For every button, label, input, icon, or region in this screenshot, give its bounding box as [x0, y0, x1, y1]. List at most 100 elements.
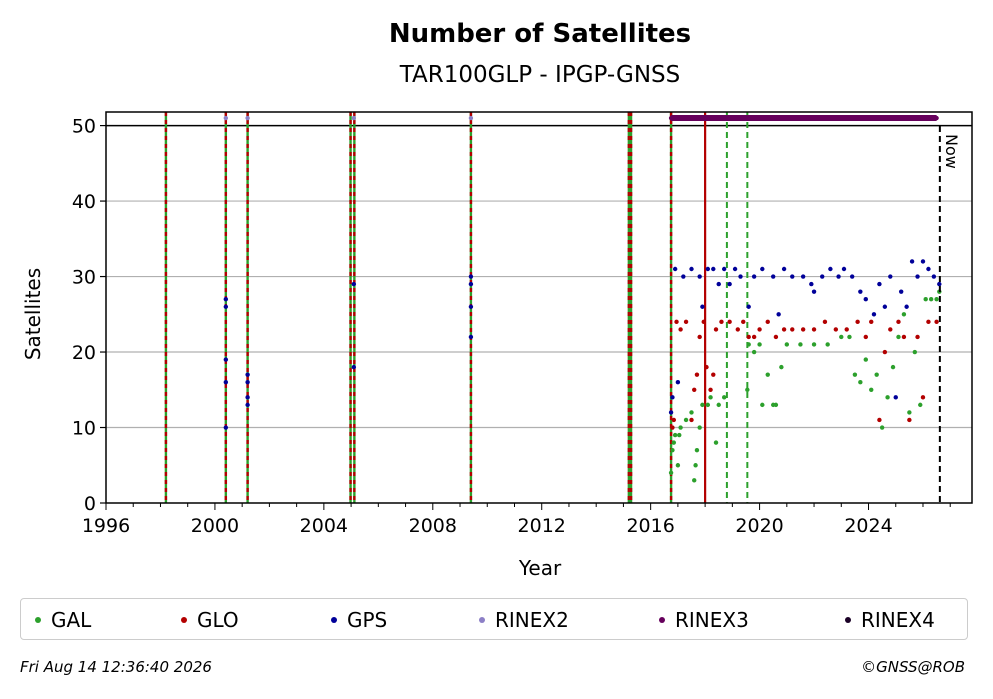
- glo-marker-icon: [181, 616, 187, 623]
- rinex3-point: [784, 115, 790, 121]
- gal-point: [671, 440, 677, 445]
- glo-point: [697, 334, 702, 340]
- gal-point: [847, 334, 852, 340]
- glo-point: [822, 319, 828, 325]
- glo-point: [683, 319, 689, 325]
- gal-point: [863, 357, 868, 362]
- gps-point: [898, 289, 904, 294]
- gal-point: [677, 432, 682, 438]
- glo-point: [869, 319, 874, 325]
- rinex2-point: [223, 115, 229, 121]
- gal-point: [721, 395, 727, 400]
- gal-point: [689, 410, 694, 415]
- gps-point: [245, 402, 250, 408]
- gal-point: [693, 463, 698, 468]
- rinex3-marker-icon: [659, 616, 665, 623]
- gps-point: [904, 304, 909, 309]
- gal-point: [885, 395, 890, 400]
- gal-point: [874, 372, 879, 377]
- rinex4-marker-icon: [845, 616, 851, 623]
- gps-point: [828, 266, 833, 272]
- glo-point: [888, 327, 893, 332]
- legend-label: GPS: [347, 608, 388, 632]
- gal-point: [928, 296, 934, 302]
- rinex2-point: [245, 115, 250, 121]
- gal-point: [918, 402, 923, 408]
- gps-point: [223, 296, 229, 302]
- rinex3-point: [811, 115, 817, 121]
- rinex3-point: [668, 115, 674, 121]
- gps-point: [700, 304, 705, 309]
- x-tick-label: 2012: [518, 515, 566, 537]
- glo-point: [678, 327, 683, 332]
- gps-point: [705, 266, 711, 272]
- y-tick-label: 40: [72, 191, 96, 213]
- x-tick-label: 2024: [844, 515, 892, 537]
- gps-point: [670, 395, 675, 400]
- glo-point: [915, 334, 920, 340]
- rinex2-point: [351, 115, 357, 121]
- gps-point: [888, 274, 893, 279]
- legend-item-gps: GPS: [331, 608, 387, 632]
- gps-point: [672, 266, 678, 272]
- glo-point: [773, 334, 779, 340]
- glo-point: [833, 327, 839, 332]
- glo-point: [719, 319, 724, 325]
- rinex2-marker-icon: [479, 616, 485, 623]
- y-tick-label: 0: [84, 493, 96, 515]
- glo-point: [671, 417, 677, 423]
- legend: GAL GLO GPS RINEX2 RINEX3 RINEX4: [20, 598, 968, 640]
- y-axis-label: Satellites: [21, 268, 45, 360]
- glo-point: [727, 319, 732, 325]
- gal-point: [852, 372, 858, 377]
- gps-point: [245, 380, 250, 385]
- rinex3-point: [798, 115, 803, 121]
- glo-point: [670, 425, 675, 430]
- gal-point: [784, 342, 790, 347]
- gal-point: [879, 425, 885, 430]
- gal-point: [746, 342, 751, 347]
- glo-point: [701, 319, 706, 325]
- timestamp: Fri Aug 14 12:36:40 2026: [20, 658, 212, 676]
- gal-point: [901, 312, 907, 317]
- gal-point: [675, 463, 681, 468]
- glo-point: [781, 327, 787, 332]
- gps-point: [776, 312, 781, 317]
- gps-point: [689, 266, 694, 272]
- rinex3-point: [866, 115, 871, 121]
- rinex3-point: [825, 115, 830, 121]
- legend-label: RINEX2: [495, 608, 569, 632]
- glo-point: [901, 334, 907, 340]
- glo-point: [689, 417, 694, 423]
- glo-point: [751, 334, 757, 340]
- gal-point: [798, 342, 803, 347]
- x-axis-label: Year: [518, 556, 562, 580]
- gps-point: [675, 380, 681, 385]
- gal-point: [670, 447, 675, 453]
- gal-point: [692, 478, 697, 483]
- glo-point: [735, 327, 740, 332]
- glo-point: [926, 319, 931, 325]
- rinex3-point: [920, 115, 926, 121]
- glo-point: [741, 319, 746, 325]
- gps-point: [811, 289, 817, 294]
- gps-point: [790, 274, 795, 279]
- gal-point: [705, 402, 711, 408]
- gal-point: [716, 402, 721, 408]
- gal-point: [839, 334, 844, 340]
- y-tick-label: 30: [72, 267, 96, 289]
- gps-point: [863, 296, 868, 302]
- rinex3-point: [675, 115, 681, 121]
- glo-point: [765, 319, 770, 325]
- legend-item-rinex3: RINEX3: [659, 608, 749, 632]
- gal-point: [773, 402, 779, 408]
- gal-point: [869, 387, 874, 392]
- gal-point: [923, 296, 928, 302]
- gps-point: [909, 259, 915, 264]
- gal-point: [745, 387, 750, 392]
- legend-item-rinex4: RINEX4: [845, 608, 935, 632]
- x-tick-label: 2020: [735, 515, 783, 537]
- copyright: ©GNSS@ROB: [861, 658, 965, 676]
- gal-point: [751, 349, 757, 355]
